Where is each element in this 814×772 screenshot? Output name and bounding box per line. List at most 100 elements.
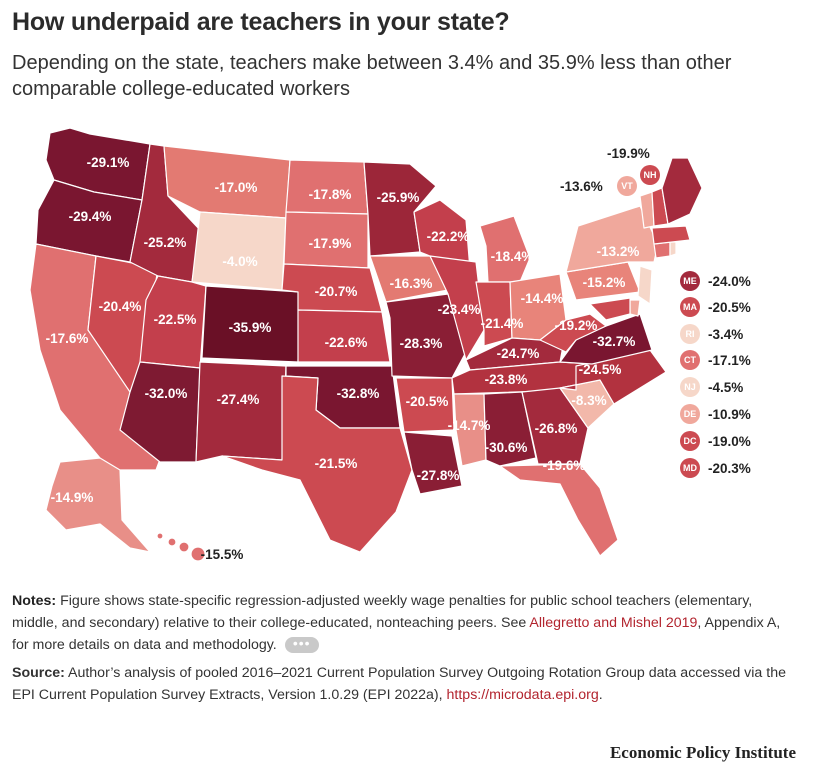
label-MS: -14.7% — [448, 418, 491, 433]
label-MI: -18.4% — [491, 249, 534, 264]
state-IN[interactable] — [475, 281, 513, 347]
notes-link[interactable]: Allegretto and Mishel 2019 — [529, 615, 698, 631]
label-WA: -29.1% — [87, 155, 130, 170]
state-ME[interactable] — [661, 157, 703, 225]
label-AR: -20.5% — [406, 394, 449, 409]
state-MS[interactable] — [453, 393, 487, 467]
chart-title: How underpaid are teachers in your state… — [12, 8, 510, 36]
label-LA: -27.8% — [417, 468, 460, 483]
state-MD[interactable] — [589, 297, 631, 321]
svg-text:-17.1%: -17.1% — [708, 353, 751, 368]
source-text: Author’s analysis of pooled 2016–2021 Cu… — [12, 665, 786, 703]
state-AK[interactable] — [45, 457, 151, 553]
notes-block: Notes: Figure shows state-specific regre… — [12, 590, 792, 656]
legend-DE[interactable]: DE -10.9% — [680, 404, 751, 424]
label-TX: -21.5% — [315, 456, 358, 471]
svg-text:-3.4%: -3.4% — [708, 327, 743, 342]
svg-text:-20.5%: -20.5% — [708, 300, 751, 315]
legend-MA[interactable]: MA -20.5% — [680, 297, 751, 317]
label-AL: -30.6% — [485, 440, 528, 455]
label-OR: -29.4% — [69, 209, 112, 224]
label-AZ: -32.0% — [145, 386, 188, 401]
legend-ME[interactable]: ME -24.0% — [680, 271, 751, 291]
label-MO: -28.3% — [400, 336, 443, 351]
label-NC: -24.5% — [579, 362, 622, 377]
label-NY: -13.2% — [597, 244, 640, 259]
source-link[interactable]: https://microdata.epi.org — [446, 687, 599, 703]
label-SD: -17.9% — [309, 236, 352, 251]
label-WV: -19.2% — [555, 318, 598, 333]
callout-NH-value: -19.9% — [607, 146, 650, 161]
legend-CT[interactable]: CT -17.1% — [680, 350, 751, 370]
svg-text:CT: CT — [684, 355, 696, 365]
label-NE: -20.7% — [315, 284, 358, 299]
callout-VT[interactable]: -13.6% VT — [560, 176, 637, 196]
callout-VT-label: VT — [621, 181, 633, 191]
state-NC[interactable] — [559, 349, 667, 405]
chart-subtitle: Depending on the state, teachers make be… — [12, 52, 732, 100]
legend-NJ[interactable]: NJ -4.5% — [680, 377, 743, 397]
state-WY[interactable] — [191, 211, 287, 291]
legend-DC[interactable]: DC -19.0% — [680, 431, 751, 451]
label-NM: -27.4% — [217, 392, 260, 407]
svg-text:MA: MA — [683, 302, 697, 312]
svg-text:RI: RI — [686, 329, 695, 339]
svg-text:-20.3%: -20.3% — [708, 461, 751, 476]
label-WI: -22.2% — [427, 229, 470, 244]
callout-VT-value: -13.6% — [560, 179, 603, 194]
label-NV: -20.4% — [99, 299, 142, 314]
state-AR[interactable] — [395, 377, 455, 433]
label-IA: -16.3% — [390, 276, 433, 291]
svg-text:-24.0%: -24.0% — [708, 274, 751, 289]
svg-text:-10.9%: -10.9% — [708, 407, 751, 422]
state-FL[interactable] — [499, 463, 619, 557]
svg-text:ME: ME — [683, 276, 697, 286]
us-map: -29.1% -29.4% -17.6% -20.4% -25.2% -17.0… — [29, 127, 751, 562]
label-VA: -32.7% — [593, 334, 636, 349]
state-GA[interactable] — [521, 387, 589, 465]
label-IN: -21.4% — [481, 316, 524, 331]
state-KS[interactable] — [297, 309, 391, 363]
notes-after-link: , Appendix A, for more details on data a… — [12, 615, 781, 653]
svg-text:-19.0%: -19.0% — [708, 434, 751, 449]
state-RI[interactable] — [669, 241, 677, 257]
label-AK: -14.9% — [51, 490, 94, 505]
brand-logo: Economic Policy Institute — [609, 743, 796, 762]
label-ID: -25.2% — [144, 235, 187, 250]
more-button[interactable]: ••• — [284, 636, 319, 654]
label-CA: -17.6% — [46, 331, 89, 346]
state-TX[interactable] — [221, 375, 413, 553]
notes-text: Figure shows state-specific regression-a… — [12, 593, 753, 631]
label-PA: -15.2% — [583, 275, 626, 290]
label-OK: -32.8% — [337, 386, 380, 401]
svg-text:DC: DC — [684, 436, 697, 446]
state-CT[interactable] — [653, 241, 671, 259]
state-LA[interactable] — [403, 431, 463, 495]
state-AL[interactable] — [483, 391, 537, 467]
svg-text:DE: DE — [684, 409, 697, 419]
label-OH: -14.4% — [521, 291, 564, 306]
label-UT: -22.5% — [154, 312, 197, 327]
small-states-legend: ME -24.0% MA -20.5% RI -3.4% CT -17.1% N… — [680, 271, 751, 478]
callout-NH[interactable]: -19.9% NH — [607, 146, 660, 185]
state-DE[interactable] — [629, 299, 641, 317]
state-NM[interactable] — [195, 361, 287, 463]
label-ND: -17.8% — [309, 187, 352, 202]
callout-NH-label: NH — [644, 170, 657, 180]
legend-MD[interactable]: MD -20.3% — [680, 458, 751, 478]
svg-text:NJ: NJ — [684, 382, 696, 392]
label-SC: -8.3% — [571, 393, 606, 408]
legend-RI[interactable]: RI -3.4% — [680, 324, 743, 344]
state-WV[interactable] — [539, 313, 607, 353]
state-NJ[interactable] — [637, 265, 653, 305]
state-NY[interactable] — [565, 205, 659, 273]
label-TN: -23.8% — [485, 372, 528, 387]
svg-text:-4.5%: -4.5% — [708, 380, 743, 395]
state-MA[interactable] — [651, 225, 691, 245]
label-MN: -25.9% — [377, 190, 420, 205]
state-IL[interactable] — [429, 255, 485, 361]
label-GA: -26.8% — [535, 421, 578, 436]
state-HI[interactable] — [156, 532, 206, 562]
label-HI: -15.5% — [201, 547, 244, 562]
label-IL: -23.4% — [438, 302, 481, 317]
